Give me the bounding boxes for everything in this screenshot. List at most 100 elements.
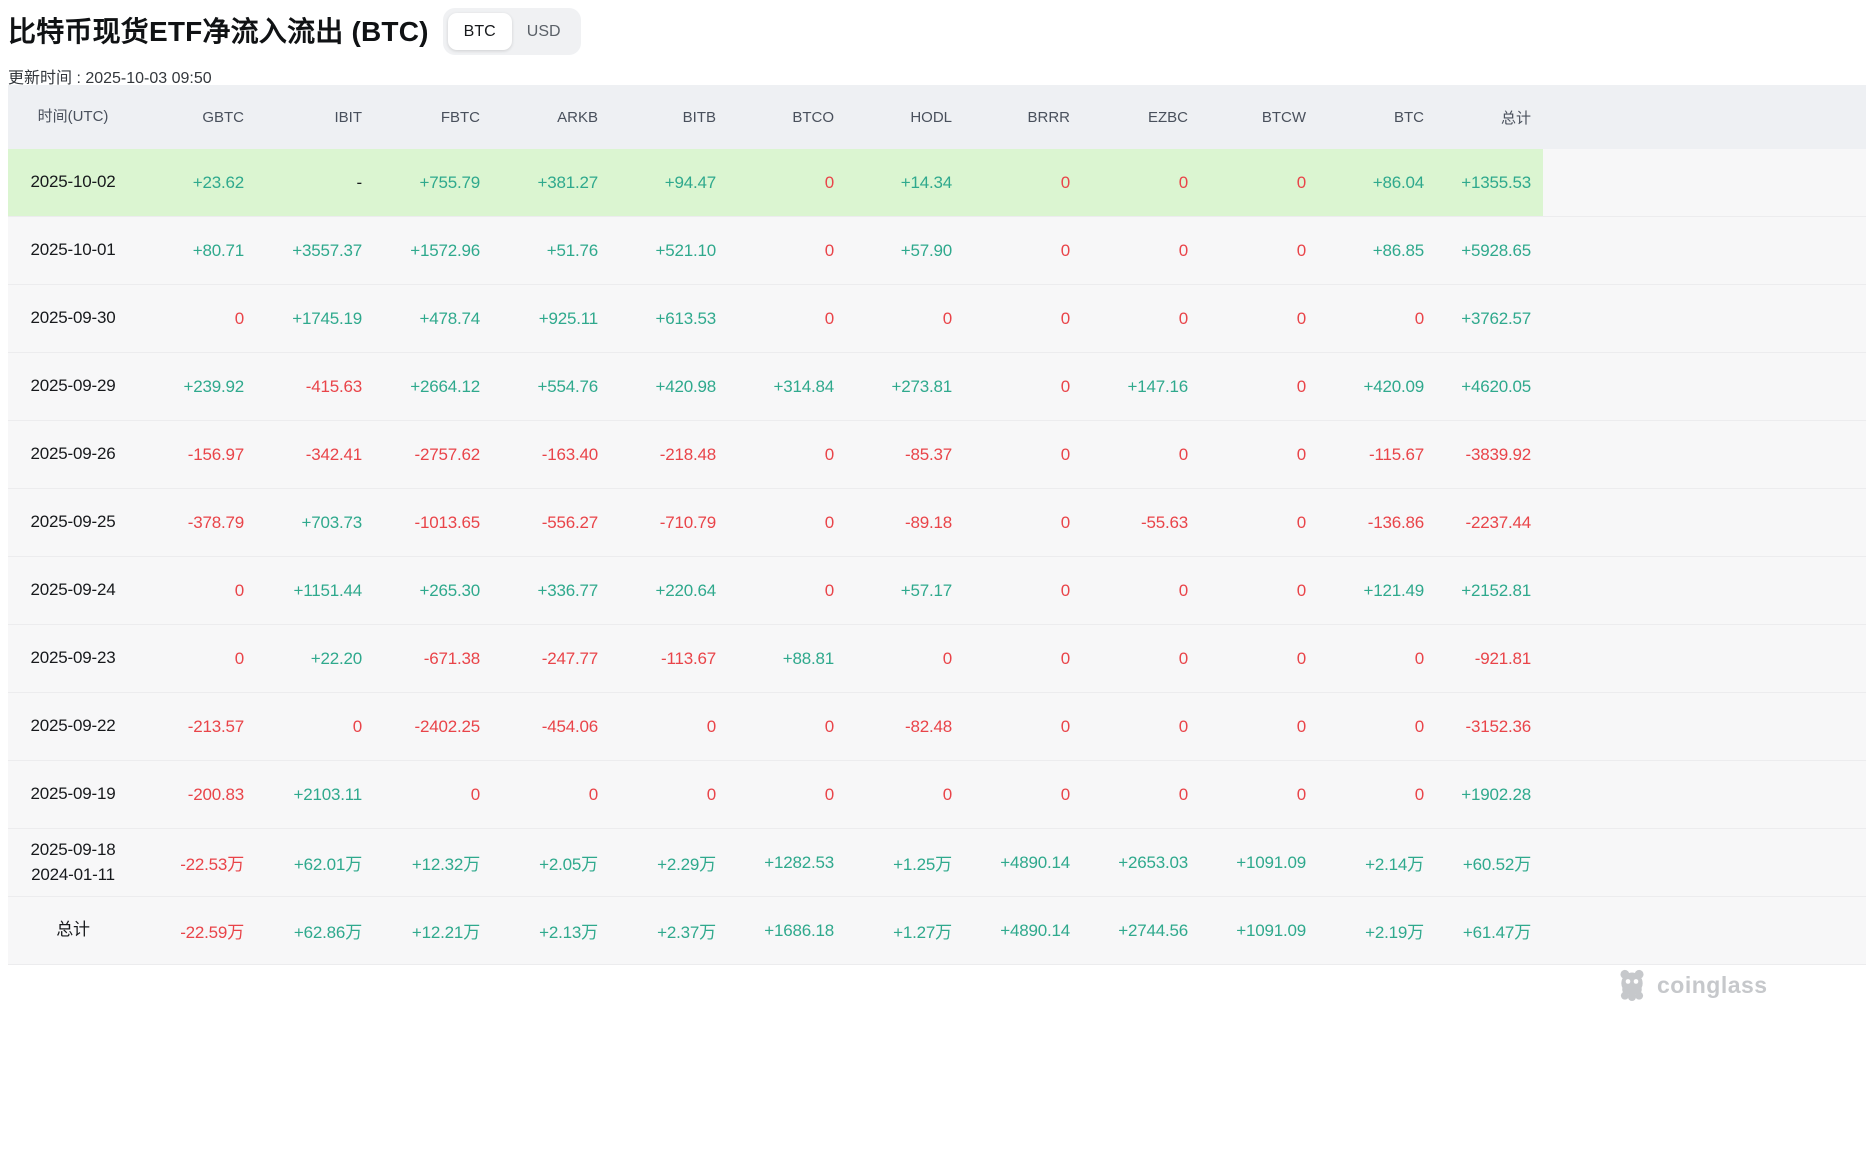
currency-toggle[interactable]: BTC USD: [442, 8, 581, 55]
value-cell-ibit: -415.63: [305, 376, 362, 396]
value-cell-hodl: +14.34: [846, 149, 964, 216]
value-cell-btcw: 0: [1296, 444, 1306, 464]
value-cell-gbtc: +239.92: [183, 376, 244, 396]
value-cell-btcw: 0: [1296, 580, 1306, 600]
value-cell-gbtc: -200.83: [187, 784, 244, 804]
value-cell-bitb: +2.37万: [657, 923, 716, 942]
value-cell-总计: -3839.92: [1465, 444, 1531, 464]
value-cell-总计: +61.47万: [1462, 923, 1531, 942]
value-cell-fbtc: -2757.62: [414, 444, 480, 464]
value-cell-btco: 0: [824, 308, 834, 328]
value-cell-gbtc: 0: [234, 308, 244, 328]
header-cell-date: 时间(UTC): [37, 108, 109, 126]
table-row: 2025-09-18 2024-01-11 -22.53万 +62.01万 +12.32…: [8, 829, 1866, 897]
value-cell-ibit: -: [256, 149, 374, 216]
value-cell-总计: +5928.65: [1461, 240, 1531, 260]
value-cell-btcw: 0: [1200, 149, 1318, 216]
value-cell-hodl: 0: [942, 784, 952, 804]
row-filler: [1543, 693, 1866, 760]
value-cell-fbtc: +478.74: [419, 308, 480, 328]
value-cell-btcw: 0: [1296, 308, 1306, 328]
row-date: 2025-09-23: [30, 648, 116, 668]
value-cell-btc: +86.04: [1318, 149, 1436, 216]
value-cell-hodl: +1.27万: [893, 923, 952, 942]
value-cell-fbtc: +755.79: [374, 149, 492, 216]
row-date: 2025-09-29: [30, 376, 116, 396]
value-cell-gbtc: -213.57: [187, 716, 244, 736]
value-cell-arkb: +554.76: [537, 376, 598, 396]
value-cell-ezbc: 0: [1178, 240, 1188, 260]
value-cell-btcw: 0: [1296, 240, 1306, 260]
value-cell-ibit: +62.01万: [293, 855, 362, 874]
value-cell-ibit: +62.86万: [293, 923, 362, 942]
value-cell-btc: +2.14万: [1365, 855, 1424, 874]
coinglass-watermark: coinglass: [1616, 968, 1768, 1002]
row-date: 2025-09-18 2024-01-11: [8, 829, 138, 896]
value-cell-btc: -115.67: [1369, 444, 1424, 464]
row-date-line: 2025-09-18: [30, 839, 116, 859]
value-cell-brrr: +4890.14: [1000, 920, 1070, 940]
row-filler: [1543, 217, 1866, 284]
value-cell-arkb: +381.27: [492, 149, 610, 216]
value-cell-ezbc: 0: [1178, 580, 1188, 600]
value-cell-gbtc: 0: [234, 580, 244, 600]
value-cell-hodl: -82.48: [904, 716, 952, 736]
coinglass-watermark-text: coinglass: [1657, 971, 1768, 998]
value-cell-ezbc: 0: [1178, 444, 1188, 464]
value-cell-btc: +2.19万: [1365, 923, 1424, 942]
value-cell-btco: 0: [824, 580, 834, 600]
header-cell-btc: BTC: [1394, 108, 1424, 126]
value-cell-btco: +88.81: [782, 648, 834, 668]
value-cell-arkb: -454.06: [541, 716, 598, 736]
table-row: 2025-09-23 0 +22.20 -671.38 -247.77 -113.67 +8…: [8, 625, 1866, 693]
header-cell-filler: [1543, 85, 1866, 149]
value-cell-bitb: +2.29万: [657, 855, 716, 874]
table-row: 2025-09-30 0 +1745.19 +478.74 +925.11 +613.53…: [8, 285, 1866, 353]
value-cell-hodl: +57.17: [900, 580, 952, 600]
value-cell-btco: +1282.53: [764, 852, 834, 872]
value-cell-gbtc: 0: [234, 648, 244, 668]
toggle-btc[interactable]: BTC: [447, 13, 512, 50]
row-filler: [1543, 897, 1866, 964]
value-cell-btc: +121.49: [1363, 580, 1424, 600]
value-cell-btco: 0: [824, 512, 834, 532]
row-date-line: 2024-01-11: [31, 864, 115, 884]
value-cell-hodl: 0: [942, 308, 952, 328]
value-cell-btco: 0: [824, 240, 834, 260]
header-cell-gbtc: GBTC: [202, 108, 244, 126]
update-time: 更新时间 : 2025-10-03 09:50: [8, 70, 212, 87]
value-cell-ezbc: 0: [1178, 648, 1188, 668]
value-cell-bitb: +220.64: [655, 580, 716, 600]
value-cell-brrr: 0: [1060, 376, 1070, 396]
value-cell-gbtc: +80.71: [192, 240, 244, 260]
table-body: 2025-10-02 +23.62- +755.79 +381.27 +94.47 0 +1…: [8, 149, 1866, 965]
value-cell-总计: +3762.57: [1461, 308, 1531, 328]
value-cell-总计: -3152.36: [1465, 716, 1531, 736]
value-cell-btco: 0: [728, 149, 846, 216]
value-cell-brrr: 0: [1060, 580, 1070, 600]
value-cell-btcw: 0: [1296, 512, 1306, 532]
value-cell-bitb: 0: [706, 784, 716, 804]
header-cell-fbtc: FBTC: [440, 108, 480, 126]
value-cell-btc: 0: [1414, 716, 1424, 736]
value-cell-arkb: +2.13万: [539, 923, 598, 942]
table-row: 2025-10-02 +23.62- +755.79 +381.27 +94.47 0 +1…: [8, 149, 1866, 217]
value-cell-arkb: -163.40: [541, 444, 598, 464]
value-cell-arkb: +51.76: [546, 240, 598, 260]
header-cell-hodl: HODL: [910, 108, 952, 126]
table-header-row: 时间(UTC) GBTC IBIT FBTC ARKB BITB BTCO HODL BRRR E…: [8, 85, 1866, 149]
value-cell-总计: +1355.53: [1436, 149, 1543, 216]
table-row-total: 总计 -22.59万 +62.86万 +12.21万 +2.13万 +2.37万 +1686…: [8, 897, 1866, 965]
toggle-usd[interactable]: USD: [526, 22, 561, 40]
value-cell-btc: 0: [1414, 308, 1424, 328]
row-filler: [1543, 761, 1866, 828]
value-cell-总计: -921.81: [1474, 648, 1531, 668]
value-cell-btco: +314.84: [773, 376, 834, 396]
value-cell-bitb: +94.47: [610, 149, 728, 216]
page-header: 比特币现货ETF净流入流出 (BTC) BTC USD: [0, 0, 1874, 55]
value-cell-hodl: +57.90: [900, 240, 952, 260]
value-cell-gbtc: -22.53万: [180, 855, 244, 874]
table-row: 2025-09-24 0 +1151.44 +265.30 +336.77 +220.64…: [8, 557, 1866, 625]
value-cell-ezbc: -55.63: [1140, 512, 1188, 532]
value-cell-arkb: -247.77: [541, 648, 598, 668]
